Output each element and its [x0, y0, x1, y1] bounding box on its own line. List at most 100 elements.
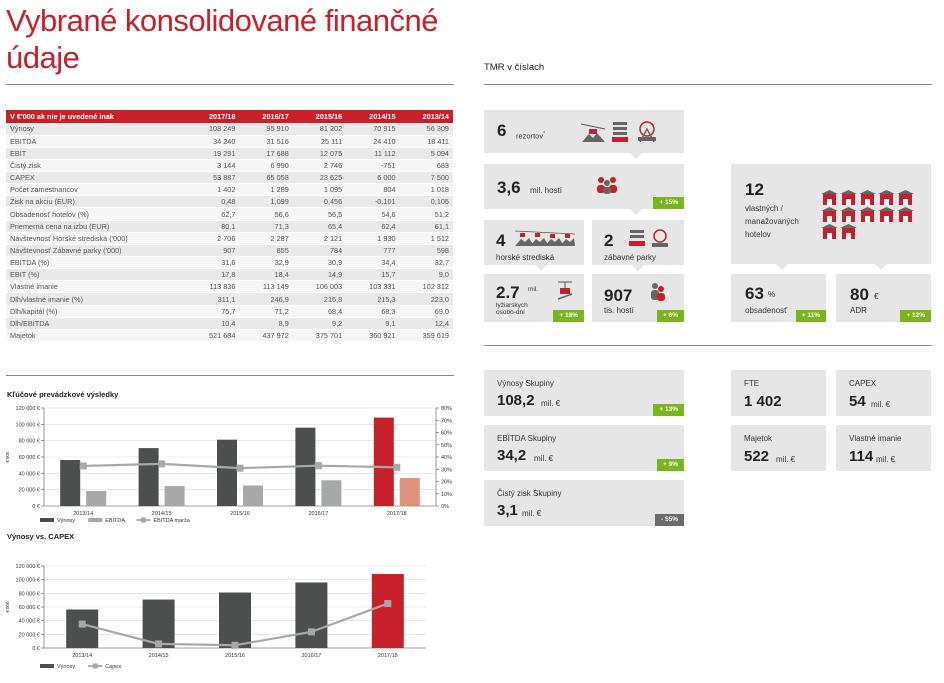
- legend-label: EBITDA: [105, 518, 125, 524]
- cell-value: 5 094: [399, 147, 453, 160]
- hotels-pointer-right: [875, 264, 887, 270]
- cell-value: 2 746: [292, 159, 347, 173]
- parks-value: 2: [604, 231, 614, 250]
- adr-value: 80: [850, 285, 869, 304]
- y-tick-label: 60 000 €: [19, 455, 40, 461]
- table-row: Čistý zisk 3 144 6 990 2 746 -751 683: [6, 159, 453, 173]
- line-marker: [155, 640, 163, 648]
- row-label: EBITDA (%): [6, 256, 186, 270]
- bar-ebitda: [243, 485, 263, 506]
- assets-unit: mil. €: [776, 455, 796, 464]
- line-marker: [384, 600, 392, 608]
- legend-swatch: [88, 518, 103, 522]
- cell-value: 1 930: [346, 232, 400, 245]
- bar-výnosy: [217, 439, 237, 506]
- table-row: Zisk na akciu (EUR) 0,48 1,099 0,456 -0,101 0…: [6, 195, 453, 209]
- cell-value: 17 688: [239, 147, 293, 160]
- capex-unit: mil. €: [871, 400, 891, 409]
- cell-value: 6 000: [346, 171, 400, 185]
- y2-tick-label: 50%: [441, 443, 452, 449]
- fte-value: 1 402: [744, 393, 782, 410]
- cell-value: 804: [346, 183, 400, 197]
- cell-value: 215,3: [346, 292, 400, 306]
- kpi-skier-days: 2.7 mil. lyžiarskych osobo-dní + 18%: [484, 274, 584, 322]
- line-marker: [79, 462, 87, 470]
- tmr-divider: [484, 84, 932, 85]
- cell-value: 17,8: [186, 268, 240, 282]
- cell-value: 24 410: [346, 135, 400, 148]
- cell-value: 18,4: [239, 268, 293, 282]
- y-tick-label: 100 000 €: [16, 422, 40, 428]
- cell-value: 108 249: [186, 123, 240, 136]
- netprofit-value: 3,1: [497, 502, 518, 519]
- table-row: EBIT 19 291 17 688 12 075 11 112 5 094: [6, 147, 453, 160]
- legend-label: Výnosy: [57, 664, 75, 670]
- netprofit-label: Čistý zisk Skupiny: [497, 489, 562, 498]
- cell-value: 907: [186, 244, 240, 258]
- cell-value: 65 058: [239, 171, 293, 185]
- ebitda-label: EBITDA Skupiny: [497, 434, 557, 443]
- y-tick-label: 100 000 €: [16, 578, 40, 584]
- fin-equity: Vlastné imanie 114 mil. €: [836, 425, 931, 471]
- hotels-label-3: hotelov: [745, 230, 771, 239]
- guests-badge: + 15%: [653, 197, 684, 209]
- parkguests-label: tis. hostí: [604, 306, 634, 315]
- resorts-label: rezortov*: [516, 131, 546, 141]
- cell-value: 53 887: [186, 171, 240, 185]
- cell-value: 8,9: [239, 317, 293, 330]
- bar-ebitda: [164, 486, 185, 506]
- cell-value: 30,9: [292, 256, 347, 270]
- line-marker: [231, 641, 239, 649]
- kpi-guests: 3,6 mil. hostí + 15%: [484, 164, 684, 209]
- ebitda-badge: + 9%: [657, 459, 684, 471]
- skier-label-3: osobo-dní: [496, 309, 525, 316]
- x-tick-label: 2017/18: [387, 511, 407, 517]
- bar-výnosy: [138, 448, 159, 506]
- cell-value: 71,2: [239, 305, 293, 318]
- adr-label: ADR: [850, 306, 867, 315]
- bar-výnosy: [219, 592, 251, 648]
- table-header-year: 2013/14: [399, 110, 453, 123]
- kpi-parks: 2 zábavné parky: [592, 220, 684, 265]
- cell-value: 1 402: [186, 183, 240, 197]
- cell-value: 14,9: [292, 268, 347, 282]
- cell-value: 56,6: [239, 207, 293, 221]
- hotel-icons: [821, 190, 914, 239]
- legend-swatch: [40, 518, 54, 522]
- y-axis-label: €'000: [5, 601, 10, 612]
- ferris-wheel-small-icon: [652, 229, 668, 247]
- cell-value: 375 701: [292, 329, 347, 343]
- y-tick-label: 0 €: [32, 504, 40, 510]
- cell-value: 15,7: [346, 268, 400, 282]
- table-header-year: 2014/15: [346, 110, 400, 123]
- cell-value: 69,0: [399, 305, 453, 318]
- cell-value: 102 312: [399, 280, 453, 294]
- x-tick-label: 2013/14: [72, 653, 92, 659]
- cell-value: 437 972: [239, 329, 293, 343]
- y-tick-label: 60 000 €: [19, 605, 40, 611]
- table-row: CAPEX 53 887 65 058 23 625 6 000 7 500: [6, 171, 453, 185]
- line-marker: [314, 462, 322, 470]
- cell-value: 12 075: [292, 147, 347, 160]
- cell-value: 62,7: [186, 207, 240, 221]
- bar-výnosy: [295, 582, 328, 648]
- cell-value: 18 411: [399, 135, 453, 148]
- cell-value: 10,4: [186, 317, 240, 330]
- cell-value: 103 331: [346, 280, 400, 294]
- x-tick-label: 2014/15: [152, 511, 172, 517]
- assets-label: Majetok: [744, 434, 773, 443]
- cell-value: 360 921: [346, 329, 400, 343]
- line-marker: [78, 620, 86, 628]
- skier-label-2: lyžiarskych: [496, 302, 528, 309]
- table-body: Výnosy 108 249 95 910 81 202 70 915 56 309 EBI…: [6, 123, 453, 343]
- occupancy-badge: + 11%: [795, 310, 826, 322]
- capex-label: CAPEX: [849, 379, 877, 388]
- cell-value: 32,9: [239, 256, 293, 270]
- x-tick-label: 2013/14: [73, 511, 93, 517]
- cell-value: 34,4: [346, 256, 400, 270]
- skier-label-1: mil.: [528, 286, 539, 293]
- fin-netprofit: Čistý zisk Skupiny 3,1 mil. € - 55%: [484, 480, 684, 526]
- adr-unit: €: [874, 292, 879, 301]
- cell-value: 51,2: [399, 207, 453, 221]
- table-row: EBIT (%) 17,8 18,4 14,9 15,7 9,0: [6, 268, 453, 282]
